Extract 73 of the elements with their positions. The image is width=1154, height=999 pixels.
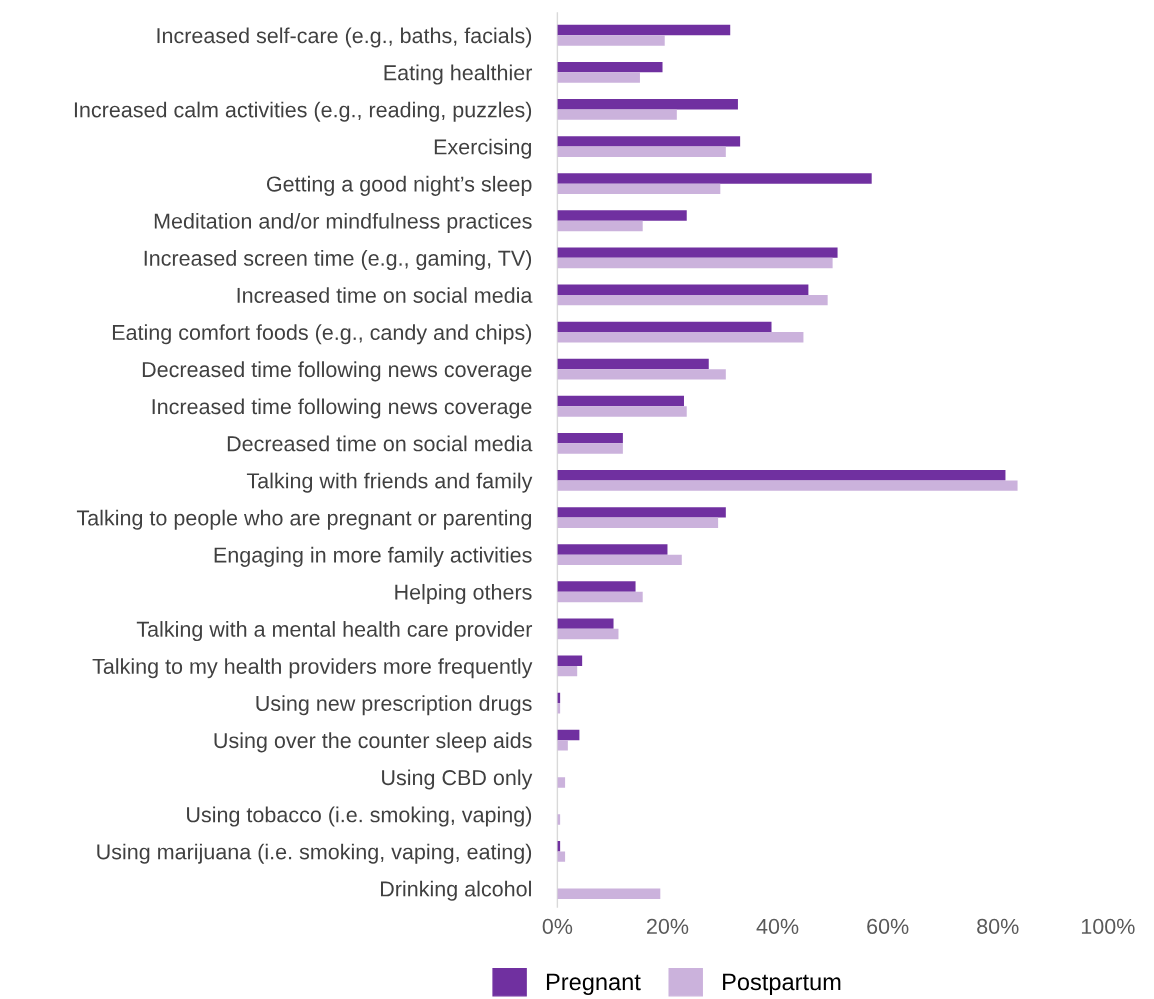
- x-tick-label: 0%: [542, 918, 573, 935]
- y-tick-label: Increased time following news coverage: [152, 398, 532, 419]
- x-tick-label: 60%: [867, 918, 909, 935]
- y-tick-label: Increased screen time (e.g., gaming, TV): [144, 250, 532, 271]
- bar: [557, 581, 636, 592]
- legend-label: Postpartum: [723, 973, 841, 995]
- x-tick-label: 80%: [977, 918, 1019, 935]
- y-tick-label: Using CBD only: [382, 769, 533, 790]
- bar: [557, 257, 833, 269]
- y-tick-label: Using marijuana (i.e. smoking, vaping, eating): [97, 843, 532, 864]
- y-tick-label: Increased self-care (e.g., baths, facials): [157, 27, 532, 48]
- bar: [557, 665, 578, 677]
- legend-label: Pregnant: [546, 973, 641, 995]
- y-tick-label: Increased calm activities (e.g., reading, puzzles): [74, 101, 532, 122]
- bar: [557, 247, 838, 258]
- y-tick-label: Decreased time following news coverage: [142, 361, 532, 382]
- y-tick-label: Decreased time on social media: [227, 435, 533, 452]
- bar: [557, 395, 684, 407]
- y-tick-label: Getting a good night’s sleep: [266, 175, 532, 196]
- y-tick-label: Talking with a mental health care provider: [136, 621, 533, 642]
- bar: [557, 72, 640, 83]
- bar: [557, 136, 741, 147]
- x-tick-label: 20%: [647, 918, 689, 935]
- bar: [557, 517, 719, 528]
- bar: [557, 888, 661, 899]
- bar: [557, 480, 1018, 491]
- y-tick-label: Increased time on social media: [237, 287, 533, 303]
- bar: [557, 628, 619, 640]
- bar: [557, 321, 772, 333]
- bar: [557, 61, 663, 73]
- x-tick-label: 100%: [1081, 918, 1135, 935]
- bar: [557, 146, 726, 157]
- bar: [557, 655, 583, 666]
- y-tick-label: Talking to people who are pregnant or parenting: [76, 509, 532, 530]
- y-tick-label: Helping others: [395, 583, 532, 605]
- bar: [557, 406, 687, 417]
- bar: [557, 443, 623, 454]
- bar: [557, 173, 872, 184]
- bar: [557, 358, 709, 370]
- bar: [557, 432, 623, 444]
- y-tick-label: Drinking alcohol: [380, 880, 531, 901]
- y-tick-label: Using tobacco (i.e. smoking, vaping): [187, 806, 532, 827]
- bar: [557, 591, 643, 603]
- bar: [557, 618, 614, 629]
- x-tick-label: 40%: [756, 918, 799, 935]
- bar: [557, 24, 731, 36]
- bar: [557, 777, 566, 788]
- bar: [557, 210, 687, 221]
- bar: [557, 740, 568, 751]
- bar: [557, 35, 665, 46]
- y-tick-label: Meditation and/or mindfulness practices: [154, 212, 532, 234]
- y-tick-label: Eating comfort foods (e.g., candy and chips): [112, 324, 532, 345]
- bar: [557, 183, 721, 195]
- y-tick-label: Talking to my health providers more frequently: [92, 658, 533, 679]
- y-tick-label: Using new prescription drugs: [256, 695, 532, 716]
- y-tick-label: Using over the counter sleep aids: [214, 732, 532, 753]
- bar: [557, 109, 677, 120]
- y-tick-label: Eating healthier: [384, 64, 533, 85]
- bar: [557, 220, 643, 232]
- y-tick-label: Exercising: [434, 138, 531, 159]
- y-tick-label: Engaging in more family activities: [214, 546, 532, 567]
- bar: [557, 554, 682, 566]
- y-tick-label: Talking with friends and family: [246, 472, 533, 493]
- bar: [557, 369, 726, 380]
- bar: [557, 851, 566, 862]
- bar: [557, 729, 580, 741]
- bar: [557, 332, 804, 343]
- bar: [557, 507, 726, 518]
- bar: [557, 470, 1006, 481]
- bar: [557, 294, 828, 306]
- bar: [557, 99, 738, 110]
- bar: [557, 284, 809, 295]
- bar: [557, 544, 668, 555]
